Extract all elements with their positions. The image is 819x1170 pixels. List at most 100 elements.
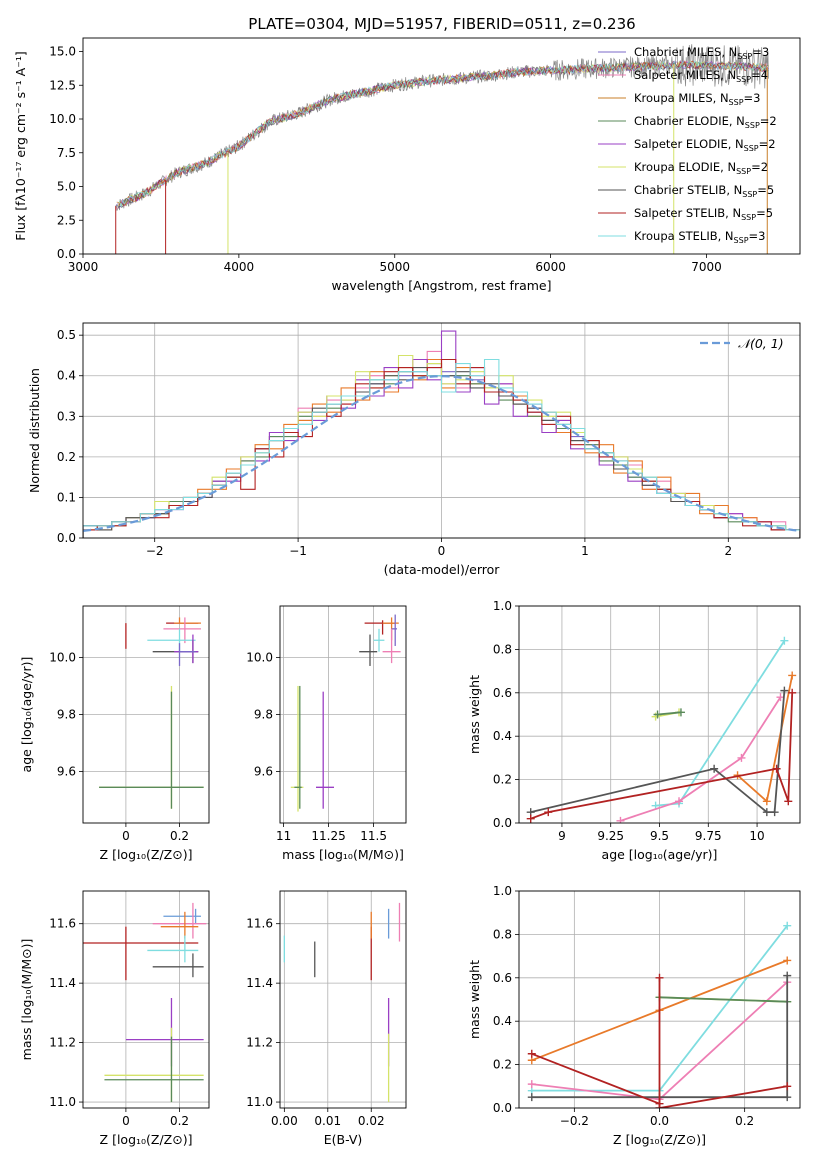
residuals-frame [82, 322, 801, 539]
massweight-vs-Z-xtick-label: 0.2 [735, 1114, 754, 1128]
legend-label: Salpeter STELIB, NSSP=5 [634, 206, 773, 222]
massweight-vs-age-marker [710, 764, 719, 773]
residuals-xtick-label: −1 [289, 544, 307, 558]
mass-vs-EBV-ytick-label: 11.4 [246, 976, 273, 990]
spectrum-ytick-label: 2.5 [57, 213, 76, 227]
spectrum-xtick-label: 3000 [68, 260, 99, 274]
spectrum-xtick-label: 5000 [379, 260, 410, 274]
age-vs-mass-errorbars [290, 614, 401, 812]
mass-vs-EBV-ytick-label: 11.6 [246, 917, 273, 931]
age-vs-mass-point [373, 628, 385, 652]
age-vs-mass-ytick-label: 10.0 [246, 650, 273, 664]
mass-vs-EBV-ytick-label: 11.2 [246, 1036, 273, 1050]
massweight-vs-Z-marker [527, 1049, 536, 1058]
massweight-vs-Z-ytick-label: 0.2 [493, 1058, 512, 1072]
age-vs-mass-xtick-label: 11 [276, 829, 291, 843]
age-vs-Z-point [147, 628, 196, 652]
massweight-vs-age-frame [518, 605, 801, 824]
massweight-vs-age-xtick-label: 9.5 [650, 829, 669, 843]
massweight-vs-Z-xlabel: Z [log₁₀(Z/Z⊙)] [613, 1132, 706, 1147]
massweight-vs-Z-marker [783, 921, 792, 930]
massweight-vs-Z-marker [783, 1082, 792, 1091]
massweight-vs-age-ytick-label: 1.0 [493, 599, 512, 613]
massweight-vs-age-line [620, 696, 782, 822]
massweight-vs-age-marker [788, 688, 797, 697]
age-vs-mass-point [391, 614, 397, 646]
spectrum-model-line [119, 60, 769, 208]
residuals-xtick-label: −2 [146, 544, 164, 558]
residuals-xtick-label: 2 [724, 544, 732, 558]
residuals-series-group [83, 330, 800, 538]
massweight-vs-age-xlabel: age [log₁₀(age/yr)] [602, 847, 718, 862]
legend-label: Salpeter ELODIE, NSSP=2 [634, 137, 776, 153]
spectrum-ytick-label: 0.0 [57, 247, 76, 261]
massweight-vs-Z-axes: −0.2 0.0 0.2 0.0 0.2 0.4 0.6 0.8 1.0 Z [log₁₀(Z/Z… [467, 884, 800, 1147]
massweight-vs-Z-ytick-label: 1.0 [493, 884, 512, 898]
massweight-vs-age-ylabel: mass weight [467, 675, 482, 754]
residuals-xtick-label: 0 [438, 544, 446, 558]
residuals-axes: −2 −1 0 1 2 0.0 0.1 0.2 0.3 0.4 0.5 (data-model)/er… [27, 323, 800, 577]
residuals-legend: 𝒩(0, 1) [700, 336, 784, 351]
mass-vs-Z-axes: 0 0.2 11.0 11.2 11.4 11.6 Z [log₁₀(Z/Z⊙)] mass … [19, 891, 209, 1147]
massweight-vs-age-marker [762, 808, 771, 817]
figure-title: PLATE=0304, MJD=51957, FIBERID=0511, z=0… [248, 15, 635, 33]
residuals-ylabel: Normed distribution [27, 368, 42, 493]
legend-label: Chabrier STELIB, NSSP=5 [634, 183, 774, 199]
massweight-vs-age-marker [737, 753, 746, 762]
age-vs-mass-frame [279, 605, 407, 824]
age-vs-Z-xtick-label: 0 [122, 829, 130, 843]
age-vs-Z-point [99, 685, 204, 809]
mass-vs-Z-ytick-label: 11.0 [49, 1095, 76, 1109]
massweight-vs-Z-line [531, 977, 788, 1108]
massweight-vs-Z-xtick-label: −0.2 [560, 1114, 589, 1128]
spectrum-ylabel: Flux [fλ10⁻¹⁷ erg cm⁻² s⁻¹ A⁻¹] [13, 51, 28, 240]
massweight-vs-age-ytick-label: 0.0 [493, 816, 512, 830]
mass-vs-EBV-xtick-label: 0.02 [358, 1114, 385, 1128]
massweight-vs-age-marker [526, 814, 535, 823]
residuals-xlabel: (data-model)/error [384, 562, 501, 577]
spectrum-axes: 3000 4000 5000 6000 7000 0.0 2.5 5.0 7.5 10.0 12.5… [13, 45, 722, 294]
spectrum-xtick-label: 7000 [691, 260, 722, 274]
mass-vs-Z-point [152, 902, 207, 939]
age-vs-mass-ytick-label: 9.8 [254, 708, 273, 722]
residuals-ytick-label: 0.2 [57, 450, 76, 464]
massweight-vs-age-xtick-label: 9.75 [695, 829, 722, 843]
massweight-vs-Z-marker [527, 1093, 536, 1102]
massweight-vs-age-xtick-label: 9 [558, 829, 566, 843]
age-vs-Z-ytick-label: 10.0 [49, 650, 76, 664]
age-vs-Z-xtick-label: 0.2 [170, 829, 189, 843]
age-vs-Z-frame [82, 605, 210, 824]
spectrum-ytick-label: 5.0 [57, 180, 76, 194]
massweight-vs-Z-marker [783, 1093, 792, 1102]
spectrum-legend: Chabrier MILES, NSSP=3 Salpeter MILES, NS… [598, 45, 777, 245]
age-vs-mass-point [364, 620, 396, 635]
massweight-vs-age-marker [780, 686, 789, 695]
massweight-vs-age-marker [762, 797, 771, 806]
residuals-xtick-label: 1 [581, 544, 589, 558]
legend-label: Kroupa STELIB, NSSP=3 [634, 229, 765, 245]
residuals-ytick-label: 0.0 [57, 531, 76, 545]
massweight-vs-Z-marker [783, 956, 792, 965]
massweight-vs-Z-ytick-label: 0.6 [493, 971, 512, 985]
massweight-vs-Z-marker [655, 1104, 664, 1108]
mass-vs-EBV-ytick-label: 11.0 [246, 1095, 273, 1109]
massweight-vs-Z-series-group [527, 921, 792, 1108]
legend-label: Chabrier ELODIE, NSSP=2 [634, 114, 777, 130]
massweight-vs-age-marker [653, 710, 662, 719]
massweight-vs-Z-line [659, 996, 788, 1003]
mass-vs-Z-point [147, 935, 199, 963]
spectrum-ytick-label: 10.0 [49, 112, 76, 126]
legend-label: 𝒩(0, 1) [738, 336, 784, 351]
age-vs-Z-axes: 0 0.2 9.6 9.8 10.0 Z [log₁₀(Z/Z⊙)] age [log₁₀(… [19, 606, 209, 862]
age-vs-Z-xlabel: Z [log₁₀(Z/Z⊙)] [100, 847, 193, 862]
massweight-vs-Z-ylabel: mass weight [467, 960, 482, 1039]
age-vs-Z-point [178, 643, 196, 666]
residuals-ytick-label: 0.5 [57, 328, 76, 342]
mass-vs-Z-xtick-label: 0 [122, 1114, 130, 1128]
massweight-vs-age-xtick-label: 10 [749, 829, 764, 843]
mass-vs-Z-point [163, 908, 201, 924]
massweight-vs-age-marker [544, 808, 553, 817]
mass-vs-Z-errorbars [83, 902, 207, 1103]
mass-vs-Z-ytick-label: 11.2 [49, 1036, 76, 1050]
